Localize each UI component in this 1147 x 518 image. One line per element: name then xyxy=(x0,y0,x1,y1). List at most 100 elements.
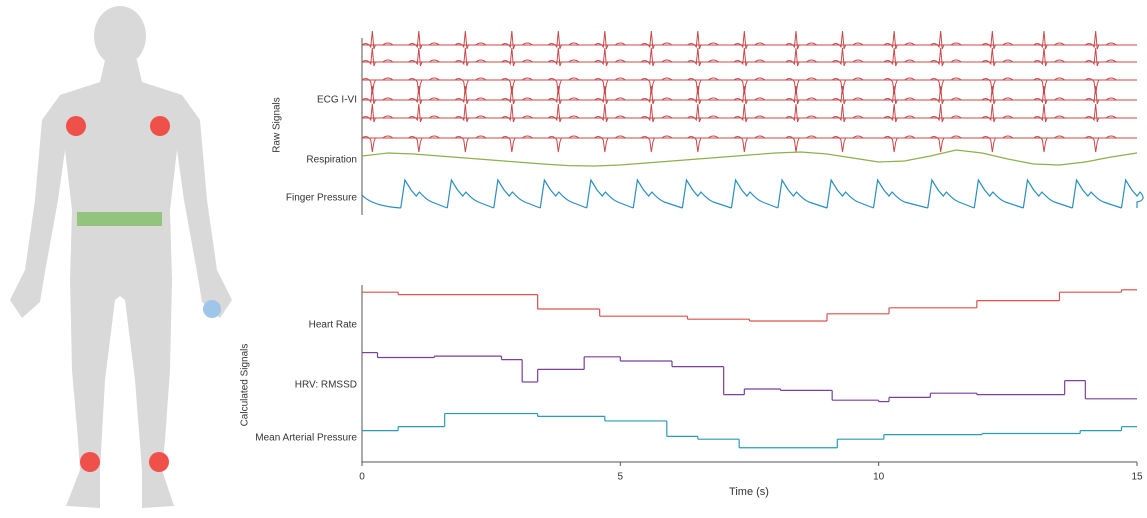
pressure-pulse xyxy=(777,178,828,209)
ecg-beat xyxy=(1033,47,1065,67)
ecg-beat xyxy=(981,103,1014,123)
ecg-beat xyxy=(981,135,1014,153)
ecg-beat xyxy=(408,85,440,105)
ecg-beat xyxy=(831,103,864,123)
ecg-beat xyxy=(981,77,1014,95)
x-axis-label: Time (s) xyxy=(729,486,769,498)
ecg-beat xyxy=(831,85,864,105)
signal-label: HRV: RMSSD xyxy=(295,380,357,391)
ecg-beat xyxy=(454,85,487,105)
ecg-beat xyxy=(408,77,440,95)
group-label: Calculated Signals xyxy=(240,344,251,427)
ecg-beat xyxy=(547,135,580,153)
ecg-beat xyxy=(361,77,394,95)
ecg-beat xyxy=(547,103,580,123)
ecg-beat xyxy=(981,47,1014,67)
pressure-pulse xyxy=(730,178,779,209)
ecg-beat xyxy=(1085,77,1117,95)
ecg-beat xyxy=(733,77,766,95)
ecg-beat xyxy=(594,135,626,153)
ecg-beat xyxy=(640,103,673,123)
ecg-electrode xyxy=(150,116,170,136)
ecg-beat xyxy=(883,103,916,123)
pressure-pulse xyxy=(1022,178,1073,209)
ecg-beat xyxy=(687,47,719,67)
body-silhouette xyxy=(10,60,232,508)
pressure-pulse xyxy=(632,178,683,209)
ecg-beat xyxy=(785,85,817,105)
ecg-beat xyxy=(930,103,962,123)
ecg-beat xyxy=(408,103,440,123)
ecg-beat xyxy=(785,77,817,95)
pressure-pulse xyxy=(927,178,975,209)
ecg-beat xyxy=(1085,103,1117,123)
finger-cuff xyxy=(203,300,221,318)
ecg-beat xyxy=(1085,135,1117,153)
ecg-beat xyxy=(687,135,719,153)
ecg-beat xyxy=(454,135,487,153)
ecg-beat xyxy=(1085,85,1117,105)
signal-label: Heart Rate xyxy=(309,320,358,331)
ecg-beat xyxy=(594,85,626,105)
ecg-beat xyxy=(1085,30,1117,50)
pressure-pulse xyxy=(1120,178,1144,209)
ecg-beat xyxy=(733,85,766,105)
ecg-beat xyxy=(454,103,487,123)
ecg-beat xyxy=(785,30,817,50)
ecg-beat xyxy=(1033,135,1065,153)
ecg-beat xyxy=(687,103,719,123)
ecg-beat xyxy=(883,85,916,105)
ecg-beat xyxy=(1033,77,1065,95)
ecg-beat xyxy=(981,30,1014,50)
ecg-beat xyxy=(831,77,864,95)
ecg-beat xyxy=(733,47,766,67)
ecg-electrode xyxy=(80,452,100,472)
x-tick-label: 15 xyxy=(1131,472,1143,483)
ecg-beat xyxy=(594,103,626,123)
signal-label: ECG I-VI xyxy=(317,95,357,106)
ecg-electrode xyxy=(149,452,169,472)
ecg-beat xyxy=(687,77,719,95)
ecg-beat xyxy=(640,47,673,67)
respiration-line xyxy=(361,149,1138,167)
ecg-beat xyxy=(831,30,864,50)
pressure-pulse xyxy=(400,178,448,209)
ecg-beat xyxy=(785,135,817,153)
ecg-beat xyxy=(640,135,673,153)
ecg-beat xyxy=(594,30,626,50)
signal-label: Mean Arterial Pressure xyxy=(255,433,357,444)
ecg-beat xyxy=(454,30,487,50)
ecg-beat xyxy=(408,135,440,153)
ecg-beat xyxy=(883,47,916,67)
ecg-beat xyxy=(883,135,916,153)
signal-label: Finger Pressure xyxy=(286,193,358,204)
ecg-beat xyxy=(501,30,533,50)
pressure-pulse xyxy=(826,178,874,209)
ecg-beat xyxy=(408,30,440,50)
pressure-pulse xyxy=(446,178,494,209)
ecg-beat xyxy=(733,30,766,50)
ecg-beat xyxy=(930,30,962,50)
x-tick-label: 10 xyxy=(873,472,885,483)
ecg-beat xyxy=(930,77,962,95)
x-tick-label: 5 xyxy=(618,472,624,483)
ecg-beat xyxy=(733,103,766,123)
ecg-beat xyxy=(733,135,766,153)
ecg-beat xyxy=(1033,30,1065,50)
ecg-beat xyxy=(594,47,626,67)
ecg-beat xyxy=(831,47,864,67)
respiration-belt xyxy=(77,212,162,226)
pressure-pulse xyxy=(586,178,634,209)
pressure-pulse xyxy=(973,178,1024,209)
ecg-beat xyxy=(547,47,580,67)
ecg-beat xyxy=(454,77,487,95)
ecg-beat xyxy=(361,135,394,153)
ecg-beat xyxy=(785,103,817,123)
ecg-beat xyxy=(831,135,864,153)
ecg-beat xyxy=(361,85,394,105)
ecg-beat xyxy=(361,30,394,50)
signal-label: Respiration xyxy=(306,155,357,166)
ecg-beat xyxy=(547,77,580,95)
pressure-pulse xyxy=(1071,178,1122,209)
ecg-beat xyxy=(361,103,394,123)
